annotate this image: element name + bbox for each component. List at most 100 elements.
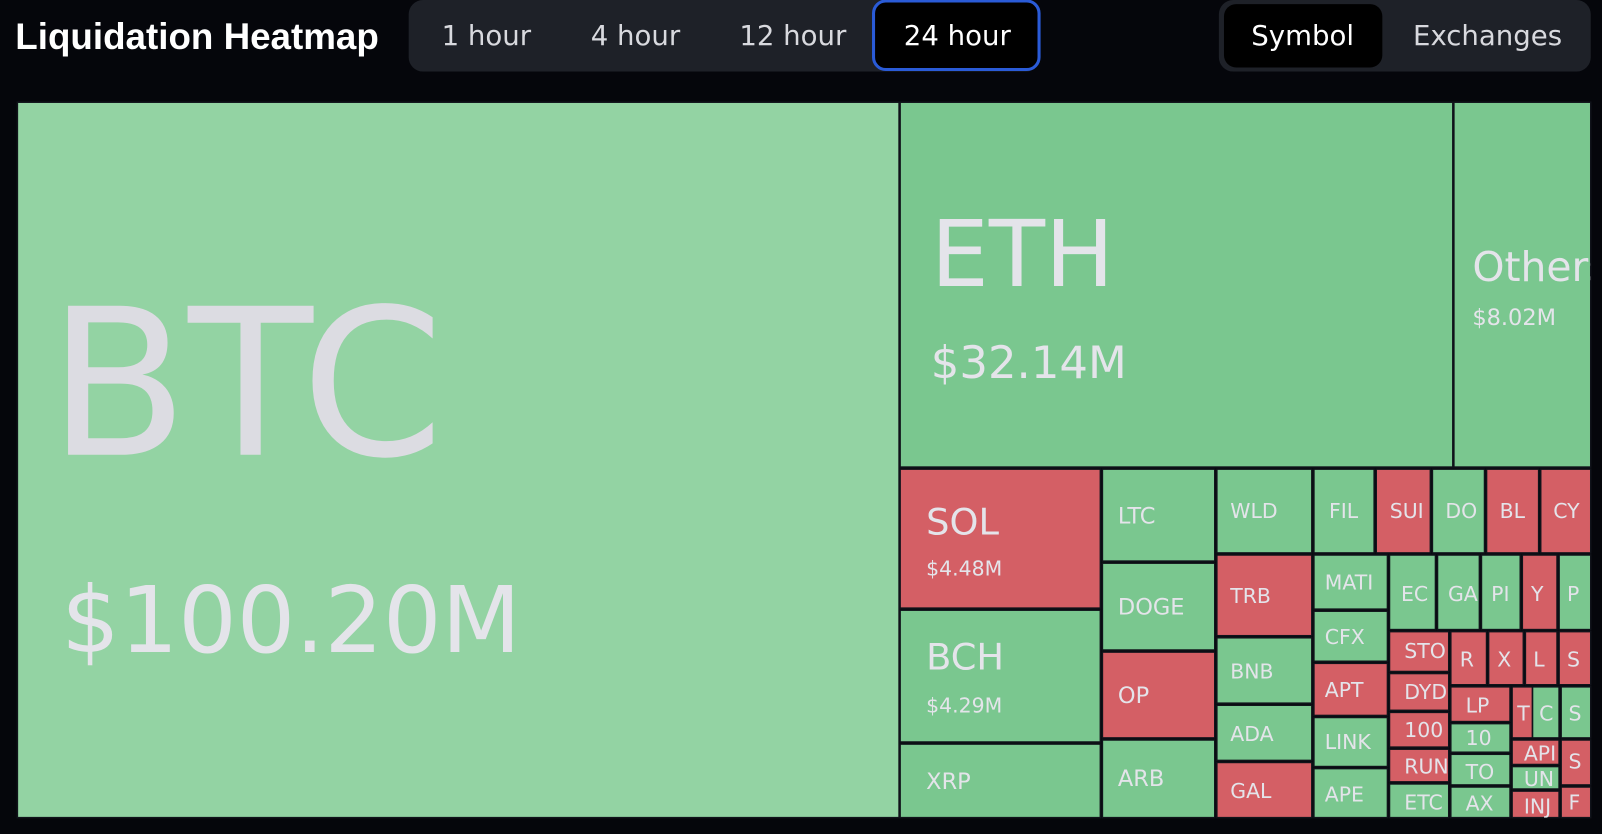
tile-value: $4.29M	[926, 693, 1002, 717]
treemap-tile[interactable]	[1524, 630, 1558, 686]
treemap-tile[interactable]	[1511, 790, 1560, 819]
tile-label: MATI	[1325, 571, 1374, 595]
treemap-tile[interactable]	[1487, 630, 1525, 686]
treemap-tile[interactable]	[1101, 562, 1216, 651]
treemap-tile[interactable]	[1313, 767, 1389, 819]
tile-label: BNB	[1230, 660, 1273, 684]
tile-value: $8.02M	[1472, 305, 1556, 331]
tile-label: DO	[1445, 499, 1477, 523]
tile-label: EC	[1401, 582, 1428, 606]
treemap-tile[interactable]	[899, 609, 1102, 743]
tile-label: TO	[1465, 760, 1495, 784]
treemap-tile[interactable]	[1531, 686, 1560, 739]
treemap-tile[interactable]	[1560, 739, 1592, 786]
treemap-tile[interactable]	[1450, 753, 1511, 786]
treemap-tile[interactable]	[1560, 686, 1592, 739]
treemap-tile[interactable]	[1388, 748, 1450, 783]
treemap-tile[interactable]	[1216, 761, 1313, 819]
page-title: Liquidation Heatmap	[15, 16, 379, 57]
treemap-tile[interactable]	[1216, 554, 1313, 637]
treemap-tile[interactable]	[1313, 554, 1389, 610]
tile-label: WLD	[1230, 499, 1277, 523]
treemap-tile[interactable]	[1436, 554, 1481, 631]
tile-label: LTC	[1118, 503, 1156, 529]
time-tab[interactable]: 12 hour	[739, 19, 847, 52]
treemap-tile[interactable]	[1313, 610, 1389, 663]
tile-label: S	[1569, 702, 1582, 726]
treemap-tile[interactable]	[1453, 101, 1592, 468]
treemap-tile[interactable]	[1511, 739, 1560, 766]
tile-label: ADA	[1230, 722, 1273, 746]
tile-label: SUI	[1390, 499, 1424, 523]
treemap-tile[interactable]	[1558, 554, 1592, 631]
view-tab[interactable]: Symbol	[1251, 19, 1354, 52]
tile-label: CFX	[1325, 625, 1365, 649]
time-tab[interactable]: 4 hour	[591, 19, 681, 52]
treemap-tile[interactable]	[1388, 630, 1450, 673]
tile-value: $4.48M	[926, 556, 1002, 580]
treemap-tile[interactable]	[1450, 686, 1511, 723]
tile-label: P	[1567, 582, 1579, 606]
treemap-tile[interactable]	[1388, 554, 1437, 631]
treemap-tile[interactable]	[1450, 786, 1511, 819]
tile-label: Others	[1472, 243, 1602, 291]
time-tab-selected-bg	[872, 0, 1041, 72]
tile-label: TRB	[1229, 584, 1271, 608]
time-tab[interactable]: 24 hour	[904, 19, 1012, 52]
treemap-tile[interactable]	[1101, 739, 1216, 819]
tile-label: AX	[1466, 791, 1494, 815]
tile-label: XRP	[926, 769, 971, 795]
treemap-tile[interactable]	[1480, 554, 1522, 631]
tile-label: C	[1539, 702, 1553, 726]
treemap-tile[interactable]	[1375, 468, 1432, 554]
tile-label: X	[1497, 647, 1511, 671]
tile-label: R	[1460, 647, 1474, 671]
tile-label: Y	[1530, 582, 1544, 606]
tile-label: RUN	[1404, 755, 1448, 779]
tile-value: $32.14M	[931, 336, 1127, 389]
treemap-tile[interactable]	[1431, 468, 1486, 554]
tile-label: GA	[1448, 582, 1478, 606]
tile-label: LP	[1466, 693, 1490, 717]
tile-label: BL	[1500, 499, 1526, 523]
treemap-tile[interactable]	[1216, 636, 1313, 704]
tile-label: UN	[1524, 767, 1554, 791]
treemap-tile[interactable]	[899, 468, 1102, 609]
tile-label: ETH	[931, 201, 1114, 308]
treemap-tile[interactable]	[1560, 786, 1592, 819]
treemap-tile[interactable]	[1216, 468, 1313, 554]
treemap-tile[interactable]	[1539, 468, 1592, 554]
treemap-tile[interactable]	[1521, 554, 1558, 631]
treemap-tile[interactable]	[1216, 704, 1313, 762]
tile-label: APE	[1325, 782, 1364, 806]
tile-label: T	[1516, 702, 1530, 726]
treemap-tile[interactable]	[1511, 765, 1560, 790]
treemap-tile[interactable]	[1101, 468, 1216, 562]
tile-label: GAL	[1230, 779, 1272, 803]
treemap-tile[interactable]	[1313, 468, 1375, 554]
treemap-tile[interactable]	[1450, 722, 1511, 754]
treemap-tile[interactable]	[1485, 468, 1540, 554]
tile-label: BCH	[926, 635, 1004, 678]
treemap-tile[interactable]	[1101, 651, 1216, 739]
tile-label: 100	[1404, 718, 1443, 742]
view-tab-selected-bg	[1223, 4, 1383, 68]
time-tab[interactable]: 1 hour	[442, 19, 532, 52]
treemap-tile[interactable]	[1558, 630, 1592, 686]
treemap-tile[interactable]	[1388, 672, 1450, 712]
treemap-tile[interactable]	[1388, 711, 1450, 748]
treemap-tile[interactable]	[16, 101, 900, 819]
tile-label: LINK	[1325, 730, 1372, 754]
tile-label: STO	[1404, 639, 1446, 663]
tile-label: CY	[1553, 499, 1580, 523]
tile-label: S	[1567, 647, 1580, 671]
treemap-tile[interactable]	[1450, 630, 1488, 686]
treemap-tile[interactable]	[1313, 716, 1389, 768]
treemap-tile[interactable]	[1388, 783, 1450, 819]
tile-label: L	[1533, 647, 1545, 671]
view-tab[interactable]: Exchanges	[1413, 19, 1562, 52]
treemap-tile[interactable]	[1313, 662, 1389, 717]
treemap-tile[interactable]	[899, 101, 1454, 468]
treemap-tile[interactable]	[899, 743, 1102, 819]
